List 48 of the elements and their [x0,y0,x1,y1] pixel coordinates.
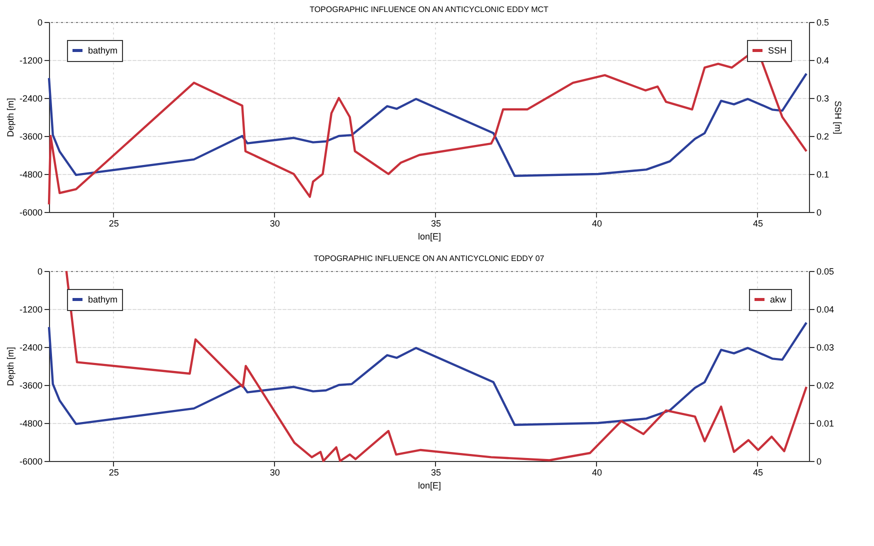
legend-label: bathym [88,46,118,56]
y2-tick-label: 0.2 [816,132,830,142]
line-series [48,72,808,177]
line-series [48,322,808,426]
y-tick-label: -2400 [19,342,42,352]
x-tick-label: 35 [430,218,441,228]
x-tick-label: 30 [270,218,280,228]
x-axis-title: lon[E] [418,232,442,242]
x-tick-label: 40 [592,218,602,228]
y-tick-label: -2400 [19,94,42,104]
y2-tick-label: 0.5 [816,18,830,28]
x-tick-label: 30 [270,468,280,478]
y-tick-label: -1200 [19,304,42,314]
legend-label: bathym [88,294,118,304]
x-axis-title: lon[E] [418,480,442,490]
y2-tick-label: 0.05 [816,266,834,276]
x-tick-label: 25 [108,218,119,228]
chart-title: TOPOGRAPHIC INFLUENCE ON AN ANTICYCLONIC EDDY MCT [310,5,549,14]
y-tick-label: -1200 [19,56,42,66]
y2-tick-label: 0 [816,456,822,466]
legend-label: akw [770,294,787,304]
y-tick-label: -3600 [19,380,42,390]
legend-label: SSH [768,46,787,56]
y-tick-label: -3600 [19,132,42,142]
y-tick-label: -6000 [19,456,42,466]
x-tick-label: 40 [592,468,602,478]
y2-tick-label: 0.3 [816,94,830,104]
y-tick-label: 0 [37,266,42,276]
y-axis-title: Depth [m] [5,98,16,138]
y2-tick-label: 0.1 [816,170,830,180]
y-tick-label: -4800 [19,170,42,180]
y2-tick-label: 0.02 [816,380,834,390]
y-tick-label: 0 [37,18,42,28]
x-tick-label: 25 [108,468,119,478]
y2-tick-label: 0.4 [816,56,830,66]
y2-tick-label: 0 [816,208,822,218]
line-series [65,270,808,462]
x-tick-label: 45 [752,218,763,228]
x-tick-label: 45 [752,468,763,478]
y-tick-label: -6000 [19,208,42,218]
y-axis-title: Depth [m] [5,346,16,386]
y2-axis-title: SSH [m] [833,100,844,134]
chart-title: TOPOGRAPHIC INFLUENCE ON AN ANTICYCLONIC EDDY 07 [314,254,545,263]
y2-tick-label: 0.01 [816,418,834,428]
y-tick-label: -4800 [19,418,42,428]
y2-tick-label: 0.04 [816,304,834,314]
y2-tick-label: 0.03 [816,342,834,352]
x-tick-label: 35 [430,468,441,478]
